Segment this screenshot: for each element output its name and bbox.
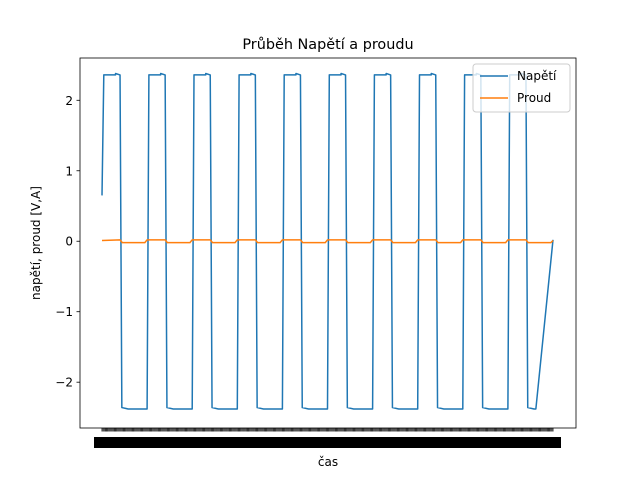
series-line-proud [101, 239, 554, 244]
y-tick-label: 1 [65, 164, 73, 178]
chart-title: Průběh Napětí a proudu [242, 37, 413, 53]
legend: Napětí Proud [472, 63, 571, 113]
legend-label-proud: Proud [517, 91, 551, 105]
y-axis-ticks: −2 −1 0 1 2 [55, 94, 80, 390]
y-tick-label: −2 [55, 376, 73, 390]
axes-frame [79, 57, 577, 429]
x-axis-label: čas [318, 455, 338, 469]
legend-label-napeti: Napětí [517, 69, 557, 83]
y-axis-label: napětí, proud [V,A] [29, 186, 43, 300]
x-axis-ticks [94, 428, 561, 448]
y-tick-label: 0 [65, 235, 73, 249]
x-tick-labels-overlap [94, 437, 561, 448]
y-tick-label: 2 [65, 94, 73, 108]
y-tick-label: −1 [55, 305, 73, 319]
plot-area [79, 57, 577, 429]
